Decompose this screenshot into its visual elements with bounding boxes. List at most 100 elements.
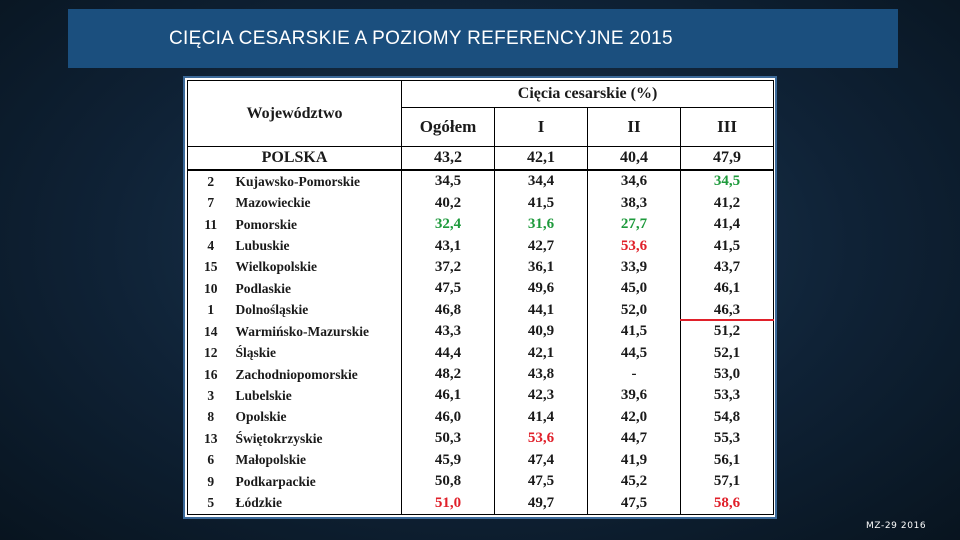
- row-number: 2: [187, 170, 234, 193]
- table-row: 12 Śląskie 44,4 42,1 44,5 52,1: [187, 342, 775, 364]
- region-name: Świętokrzyskie: [233, 428, 403, 450]
- cell-value: -: [587, 363, 682, 386]
- cell-value: 45,9: [401, 449, 496, 471]
- table-row: 11 Pomorskie 32,4 31,6 27,7 41,4: [187, 213, 775, 236]
- reference-threshold-line: [680, 319, 774, 321]
- total-row: POLSKA 43,2 42,1 40,4 47,9: [186, 146, 775, 172]
- cell-value: 46,8: [401, 299, 496, 321]
- cell-value: 47,5: [401, 278, 496, 300]
- cell-value: 27,7: [587, 213, 682, 236]
- row-number: 12: [187, 342, 234, 364]
- row-number: 3: [187, 385, 234, 407]
- cell-value: 42,1: [494, 342, 589, 364]
- cell-value: 50,3: [401, 428, 496, 450]
- cell-value: 42,0: [587, 406, 682, 429]
- header-col-ii: II: [587, 107, 682, 147]
- total-value: 47,9: [680, 146, 775, 172]
- cell-value: 40,2: [401, 192, 496, 214]
- cell-value: 50,8: [401, 470, 496, 493]
- region-name: Lubelskie: [233, 385, 403, 407]
- row-number: 14: [187, 321, 234, 343]
- cesarean-table: Województwo Cięcia cesarskie (%) Ogółem …: [186, 80, 775, 516]
- cell-value: 45,2: [587, 470, 682, 493]
- footer-source: MZ-29 2016: [866, 521, 927, 531]
- cell-value: 44,4: [401, 342, 496, 364]
- cell-value: 41,9: [587, 449, 682, 471]
- table-row: 6 Małopolskie 45,9 47,4 41,9 56,1: [187, 449, 775, 471]
- row-number: 15: [187, 256, 234, 279]
- total-value: 43,2: [401, 146, 496, 172]
- cell-value: 32,4: [401, 213, 496, 236]
- region-name: Mazowieckie: [233, 192, 403, 214]
- row-number: 10: [187, 278, 234, 300]
- cell-value: 48,2: [401, 363, 496, 386]
- cell-value: 43,1: [401, 235, 496, 257]
- cell-value: 52,1: [680, 342, 775, 364]
- cell-value: 33,9: [587, 256, 682, 279]
- region-name: Śląskie: [233, 342, 403, 364]
- total-value: 40,4: [587, 146, 682, 172]
- region-name: Łódzkie: [233, 492, 403, 516]
- table-row: 5 Łódzkie 51,0 49,7 47,5 58,6: [187, 492, 775, 516]
- cell-value: 51,0: [401, 492, 496, 516]
- cell-value: 45,0: [587, 278, 682, 300]
- cell-value: 46,3: [680, 299, 775, 321]
- table-row: 14 Warmińsko-Mazurskie 43,3 40,9 41,5 51,2: [187, 321, 775, 343]
- cell-value: 43,7: [680, 256, 775, 279]
- cell-value: 51,2: [680, 321, 775, 343]
- header-col-total: Ogółem: [401, 107, 496, 147]
- row-number: 7: [187, 192, 234, 214]
- cell-value: 42,7: [494, 235, 589, 257]
- total-name: POLSKA: [186, 146, 403, 172]
- cell-value: 46,1: [401, 385, 496, 407]
- cell-value: 43,8: [494, 363, 589, 386]
- cell-value: 56,1: [680, 449, 775, 471]
- cell-value: 53,6: [494, 428, 589, 450]
- row-number: 4: [187, 235, 234, 257]
- region-name: Wielkopolskie: [233, 256, 403, 279]
- cell-value: 47,5: [587, 492, 682, 516]
- cell-value: 34,4: [494, 170, 589, 193]
- region-name: Opolskie: [233, 406, 403, 429]
- cell-value: 41,5: [587, 321, 682, 343]
- table-row: 7 Mazowieckie 40,2 41,5 38,3 41,2: [187, 192, 775, 214]
- cell-value: 42,3: [494, 385, 589, 407]
- table-row: 9 Podkarpackie 50,8 47,5 45,2 57,1: [187, 470, 775, 493]
- table-row: 15 Wielkopolskie 37,2 36,1 33,9 43,7: [187, 256, 775, 279]
- table-row: 1 Dolnośląskie 46,8 44,1 52,0 46,3: [187, 299, 775, 321]
- cell-value: 34,6: [587, 170, 682, 193]
- table-frame: Województwo Cięcia cesarskie (%) Ogółem …: [183, 76, 777, 519]
- cell-value: 36,1: [494, 256, 589, 279]
- cell-value: 39,6: [587, 385, 682, 407]
- region-name: Lubuskie: [233, 235, 403, 257]
- row-number: 1: [187, 299, 234, 321]
- cell-value: 34,5: [680, 170, 775, 193]
- cell-value: 41,4: [494, 406, 589, 429]
- cell-value: 41,5: [494, 192, 589, 214]
- cell-value: 47,5: [494, 470, 589, 493]
- cell-value: 53,6: [587, 235, 682, 257]
- header-col-i: I: [494, 107, 589, 147]
- cell-value: 41,4: [680, 213, 775, 236]
- row-number: 5: [187, 492, 234, 516]
- cell-value: 47,4: [494, 449, 589, 471]
- cell-value: 49,6: [494, 278, 589, 300]
- table-row: 2 Kujawsko-Pomorskie 34,5 34,4 34,6 34,5: [187, 170, 775, 193]
- row-number: 16: [187, 363, 234, 386]
- cell-value: 40,9: [494, 321, 589, 343]
- header-cesarean-group: Cięcia cesarskie (%): [401, 80, 775, 108]
- cell-value: 58,6: [680, 492, 775, 516]
- table-row: 4 Lubuskie 43,1 42,7 53,6 41,5: [187, 235, 775, 257]
- cell-value: 53,0: [680, 363, 775, 386]
- cell-value: 52,0: [587, 299, 682, 321]
- cell-value: 54,8: [680, 406, 775, 429]
- slide-title: CIĘCIA CESARSKIE A POZIOMY REFERENCYJNE …: [169, 27, 673, 49]
- region-name: Pomorskie: [233, 213, 403, 236]
- slide-title-bar: CIĘCIA CESARSKIE A POZIOMY REFERENCYJNE …: [68, 9, 898, 68]
- row-number: 8: [187, 406, 234, 429]
- row-number: 13: [187, 428, 234, 450]
- region-name: Małopolskie: [233, 449, 403, 471]
- cell-value: 44,1: [494, 299, 589, 321]
- table-row: 8 Opolskie 46,0 41,4 42,0 54,8: [187, 406, 775, 429]
- row-number: 9: [187, 470, 234, 493]
